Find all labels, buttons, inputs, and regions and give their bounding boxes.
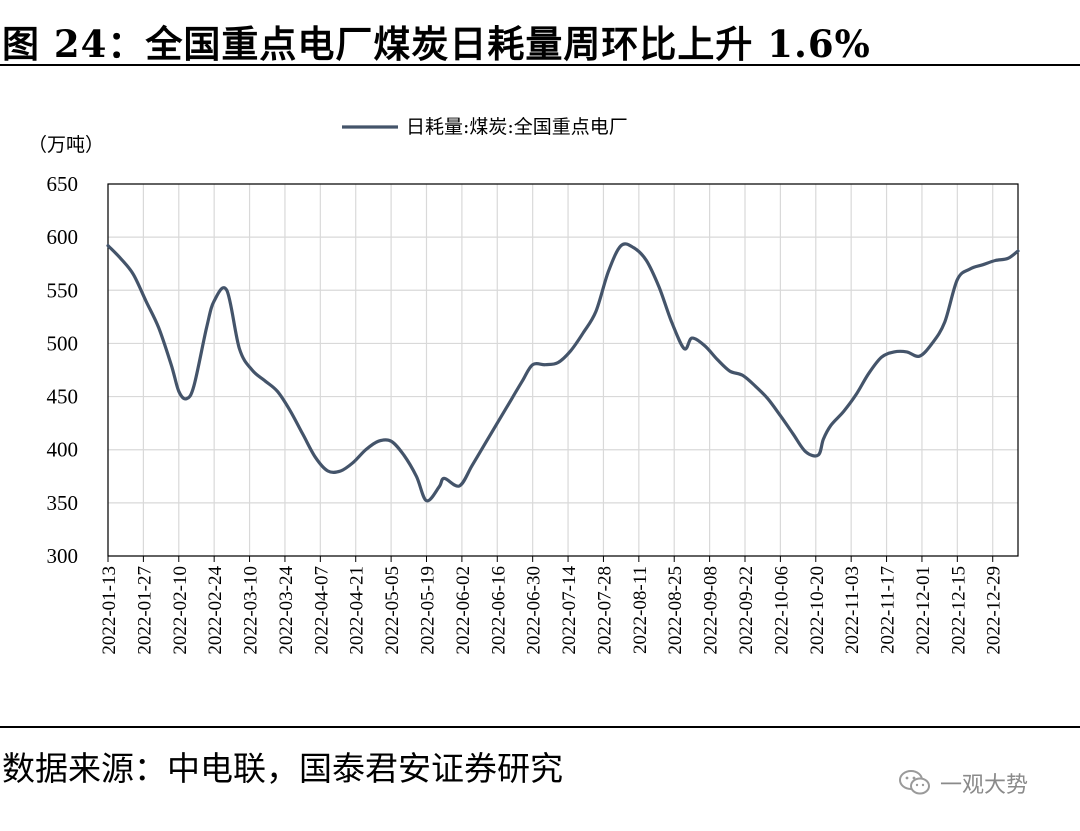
plot-area-frame: [107, 183, 1019, 557]
legend: 日耗量:煤炭:全国重点电厂: [342, 116, 628, 138]
wechat-icon: [899, 770, 930, 795]
legend-label: 日耗量:煤炭:全国重点电厂: [406, 116, 628, 138]
x-tick-label: 2022-03-10: [241, 566, 262, 655]
series-line: [106, 242, 1020, 503]
y-tick-label: 650: [47, 172, 79, 196]
x-tick-label: 2022-10-06: [771, 566, 792, 655]
x-tick-label: 2022-10-20: [807, 566, 828, 655]
x-tick-label: 2022-03-24: [276, 566, 297, 655]
y-tick-label: 350: [47, 491, 79, 515]
y-tick-label: 450: [47, 385, 79, 409]
x-tick-label: 2022-11-17: [878, 566, 899, 654]
x-tick-label: 2022-02-10: [170, 566, 191, 655]
series-lines: [106, 242, 1020, 503]
x-axis-tick-labels: 2022-01-13 2022-01-27 2022-02-10 2022-02-24…: [99, 556, 1005, 655]
y-tick-label: 500: [47, 331, 79, 355]
x-tick-label: 2022-12-15: [948, 566, 969, 655]
x-tick-label: 2022-09-08: [701, 566, 722, 655]
x-tick-label: 2022-02-24: [205, 566, 226, 655]
x-tick-label: 2022-05-19: [418, 566, 439, 655]
y-axis-tick-labels: 300 350 400 450 500 550 600 650: [47, 172, 79, 568]
x-tick-label: 2022-09-22: [736, 566, 757, 655]
x-tick-label: 2022-12-29: [984, 566, 1005, 655]
y-tick-label: 300: [47, 544, 79, 568]
y-axis-unit-label: （万吨）: [28, 134, 104, 156]
x-tick-label: 2022-05-05: [382, 566, 403, 655]
title-divider: [0, 64, 1080, 66]
x-tick-label: 2022-08-11: [630, 566, 651, 654]
data-source-note: 数据来源：中电联，国泰君安证券研究: [2, 749, 563, 788]
x-tick-label: 2022-06-02: [453, 566, 474, 655]
figure-title: 图 24：全国重点电厂煤炭日耗量周环比上升 1.6%: [2, 22, 871, 66]
watermark: 一观大势: [898, 766, 1028, 800]
x-tick-label: 2022-07-14: [559, 566, 580, 655]
x-tick-label: 2022-06-30: [524, 566, 545, 655]
y-tick-label: 600: [47, 225, 79, 249]
x-tick-label: 2022-12-01: [913, 566, 934, 655]
x-tick-label: 2022-01-13: [99, 566, 120, 655]
x-tick-label: 2022-04-21: [347, 566, 368, 655]
watermark-text: 一观大势: [940, 773, 1029, 798]
y-tick-label: 400: [47, 438, 79, 462]
x-tick-label: 2022-06-16: [488, 566, 509, 655]
x-tick-label: 2022-01-27: [134, 566, 155, 655]
x-tick-label: 2022-11-03: [842, 566, 863, 654]
y-tick-label: 550: [47, 278, 79, 302]
x-tick-label: 2022-04-07: [311, 566, 332, 655]
x-tick-label: 2022-07-28: [594, 566, 615, 655]
grid-lines: [107, 183, 1018, 557]
source-divider: [0, 726, 1080, 728]
x-tick-label: 2022-08-25: [665, 566, 686, 655]
